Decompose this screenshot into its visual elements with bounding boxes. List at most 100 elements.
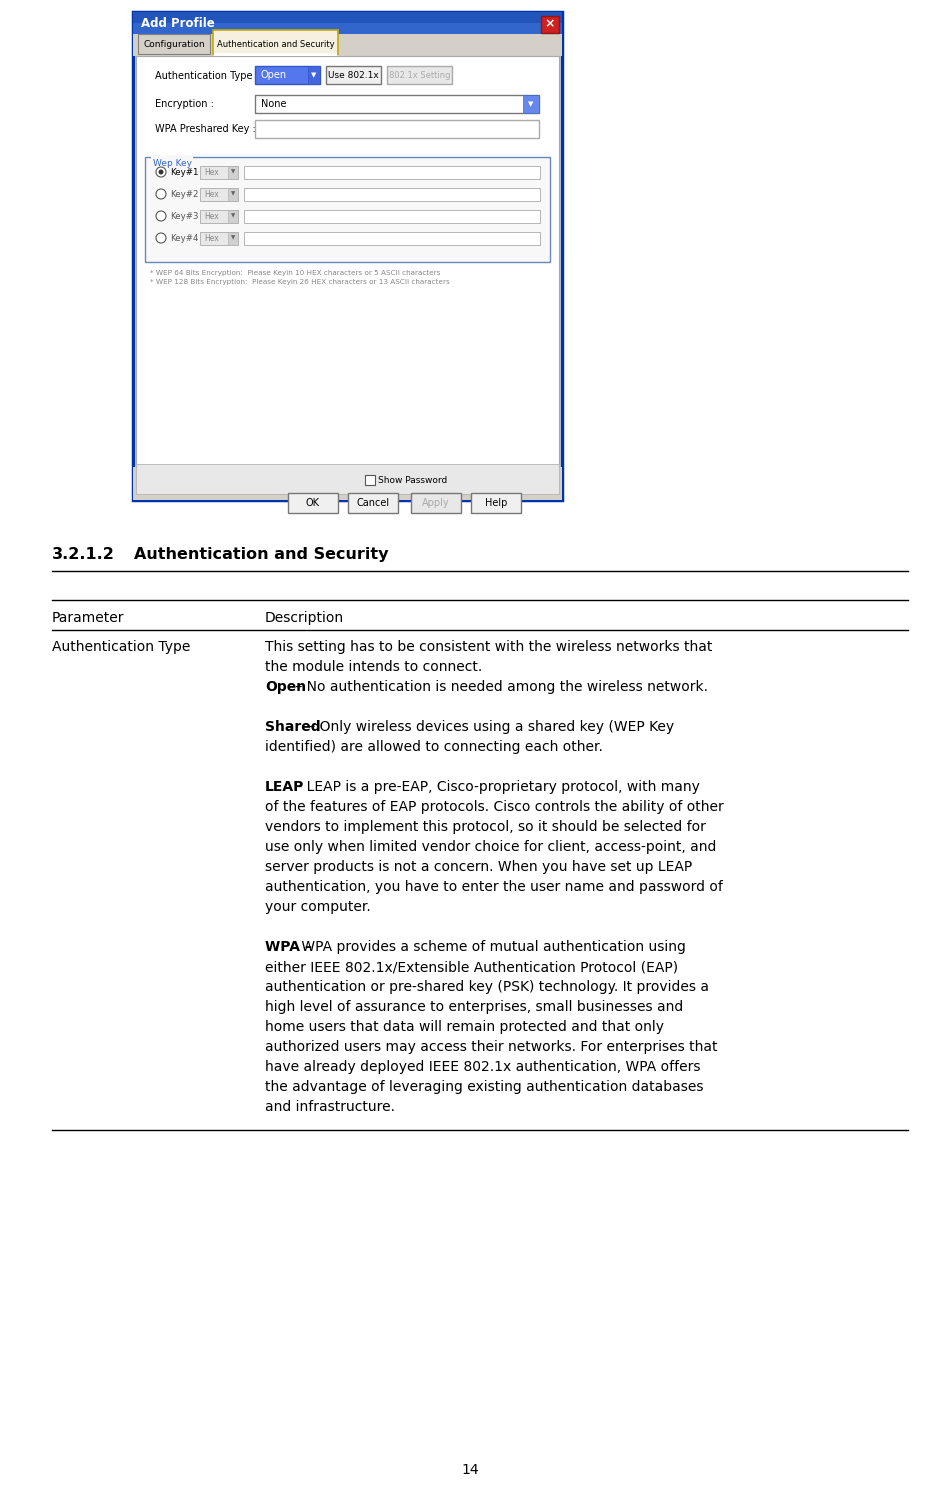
Text: ▼: ▼ [528,102,534,108]
Bar [133,467,562,500]
Text: None: None [261,99,286,109]
Bar [255,96,539,114]
Bar [326,66,381,84]
Text: WPA –: WPA – [265,939,311,954]
Text: WPA Preshared Key :: WPA Preshared Key : [155,124,256,135]
Bar [365,476,375,485]
Bar [133,22,562,34]
Text: – Only wireless devices using a shared key (WEP Key: – Only wireless devices using a shared k… [304,720,674,735]
Bar [411,494,461,513]
Text: authorized users may access their networks. For enterprises that: authorized users may access their networ… [265,1040,717,1055]
Text: ▼: ▼ [231,214,235,218]
Circle shape [156,188,166,199]
Text: Authentication Type: Authentication Type [52,640,190,654]
Text: Shared: Shared [265,720,321,735]
Bar [145,157,550,262]
Text: Description: Description [265,610,344,625]
Text: either IEEE 802.1x/Extensible Authentication Protocol (EAP): either IEEE 802.1x/Extensible Authentica… [265,960,678,974]
Text: of the features of EAP protocols. Cisco controls the ability of other: of the features of EAP protocols. Cisco … [265,800,724,814]
Text: Hex: Hex [204,233,218,242]
Bar [138,34,210,54]
Text: Open: Open [265,681,306,694]
Bar [244,166,540,180]
Text: vendors to implement this protocol, so it should be selected for: vendors to implement this protocol, so i… [265,820,706,833]
Text: Wep Key: Wep Key [153,159,192,168]
Text: ▼: ▼ [311,72,317,78]
Bar [255,120,539,138]
Text: server products is not a concern. When you have set up LEAP: server products is not a concern. When y… [265,860,693,874]
Text: – LEAP is a pre-EAP, Cisco-proprietary protocol, with many: – LEAP is a pre-EAP, Cisco-proprietary p… [291,779,700,794]
Text: WPA provides a scheme of mutual authentication using: WPA provides a scheme of mutual authenti… [297,939,686,954]
Text: the advantage of leveraging existing authentication databases: the advantage of leveraging existing aut… [265,1080,704,1094]
Text: ×: × [545,18,555,30]
Circle shape [156,168,166,177]
Text: Help: Help [485,498,507,509]
Text: * WEP 64 Bits Encryption:  Please Keyin 10 HEX characters or 5 ASCII characters: * WEP 64 Bits Encryption: Please Keyin 1… [150,269,440,275]
Bar [200,166,238,180]
Bar [228,209,238,223]
Text: Hex: Hex [204,190,218,199]
Bar [133,34,562,55]
Bar [200,232,238,245]
Bar [244,232,540,245]
Bar [136,55,559,465]
Text: authentication or pre-shared key (PSK) technology. It provides a: authentication or pre-shared key (PSK) t… [265,980,709,993]
Text: Key#1: Key#1 [170,168,199,177]
Bar [133,12,562,500]
Text: OK: OK [306,498,320,509]
Bar [348,494,398,513]
Text: Cancel: Cancel [357,498,390,509]
Bar [200,209,238,223]
Bar [255,66,320,84]
Text: Encryption :: Encryption : [155,99,214,109]
Bar [471,494,521,513]
Text: Hex: Hex [204,211,218,220]
Text: Open: Open [261,70,287,79]
Text: 802.1x Setting: 802.1x Setting [389,70,450,79]
Bar [387,66,452,84]
Text: high level of assurance to enterprises, small businesses and: high level of assurance to enterprises, … [265,999,683,1014]
Bar [288,494,338,513]
Text: Configuration: Configuration [143,39,205,48]
Text: Authentication and Security: Authentication and Security [134,548,389,562]
Text: authentication, you have to enter the user name and password of: authentication, you have to enter the us… [265,880,723,895]
Text: * WEP 128 Bits Encryption:  Please Keyin 26 HEX characters or 13 ASCII character: * WEP 128 Bits Encryption: Please Keyin … [150,278,450,286]
Bar [136,464,559,494]
Circle shape [156,211,166,221]
Text: Add Profile: Add Profile [141,16,215,30]
Bar [151,156,193,165]
Bar [213,30,338,54]
Text: Key#3: Key#3 [170,211,199,220]
Text: – No authentication is needed among the wireless network.: – No authentication is needed among the … [291,681,708,694]
Bar [228,166,238,180]
Text: your computer.: your computer. [265,901,371,914]
Text: 14: 14 [461,1463,479,1477]
Text: Apply: Apply [423,498,450,509]
Text: Parameter: Parameter [52,610,124,625]
Text: ▼: ▼ [231,191,235,196]
Bar [200,188,238,200]
Text: ▼: ▼ [231,235,235,241]
Text: identified) are allowed to connecting each other.: identified) are allowed to connecting ea… [265,741,603,754]
Bar [244,209,540,223]
Text: Authentication Type :: Authentication Type : [155,70,259,81]
Text: Hex: Hex [204,168,218,177]
Text: Key#2: Key#2 [170,190,199,199]
Text: home users that data will remain protected and that only: home users that data will remain protect… [265,1020,664,1034]
Text: Key#4: Key#4 [170,233,199,242]
Bar [228,232,238,245]
Bar [308,66,320,84]
Bar [523,96,539,114]
Text: the module intends to connect.: the module intends to connect. [265,660,482,675]
Text: LEAP: LEAP [265,779,304,794]
Circle shape [156,233,166,242]
Bar [133,12,562,34]
Text: ▼: ▼ [231,169,235,175]
Bar [228,188,238,200]
Bar [541,16,559,33]
Bar [214,52,337,55]
Text: Use 802.1x: Use 802.1x [328,70,379,79]
Text: This setting has to be consistent with the wireless networks that: This setting has to be consistent with t… [265,640,712,654]
Text: have already deployed IEEE 802.1x authentication, WPA offers: have already deployed IEEE 802.1x authen… [265,1061,700,1074]
Text: 3.2.1.2: 3.2.1.2 [52,548,115,562]
